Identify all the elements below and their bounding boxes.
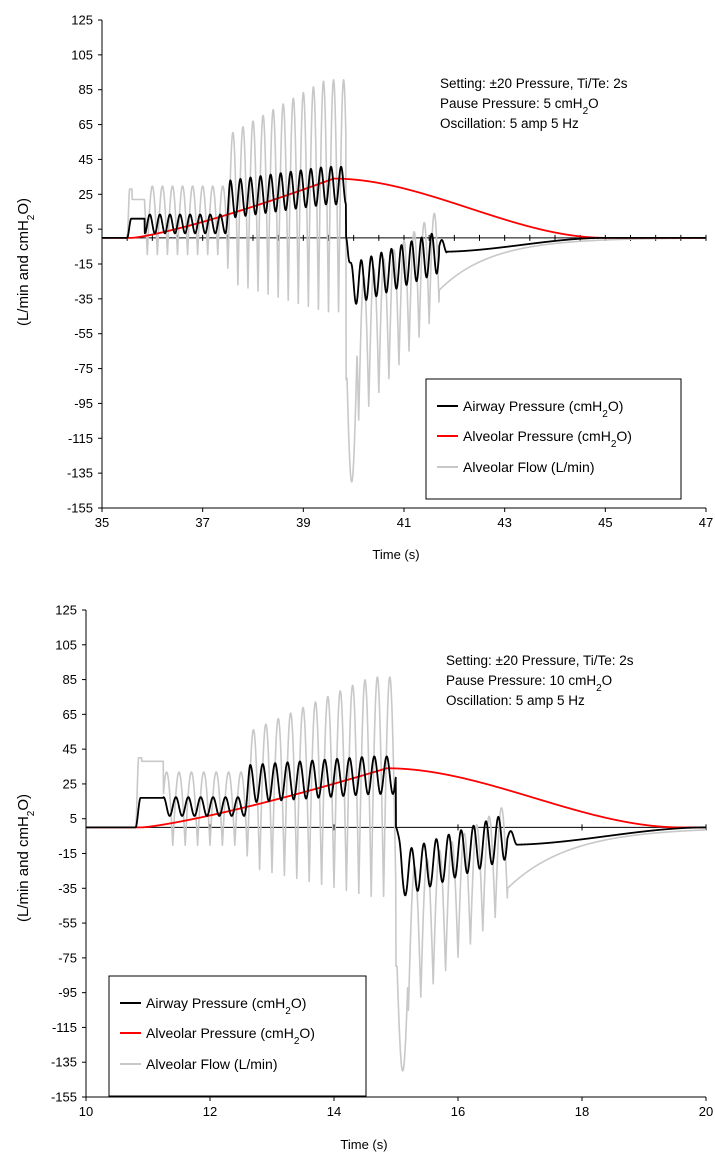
series-alveolar-flow bbox=[85, 676, 707, 1072]
svg-text:Setting: ±20 Pressure, Ti/Te:: Setting: ±20 Pressure, Ti/Te: 2s bbox=[446, 653, 634, 668]
x-tick-label: 16 bbox=[451, 1104, 465, 1119]
y-tick-label: -95 bbox=[58, 985, 77, 1000]
x-tick-label: 35 bbox=[95, 515, 109, 530]
y-tick-label: 105 bbox=[71, 47, 93, 62]
y-tick-label: -35 bbox=[74, 291, 93, 306]
y-tick-label: 25 bbox=[79, 187, 93, 202]
y-tick-label: -75 bbox=[74, 361, 93, 376]
svg-text:Oscillation: 5 amp 5 Hz: Oscillation: 5 amp 5 Hz bbox=[446, 693, 585, 708]
y-tick-label: 45 bbox=[63, 742, 77, 757]
y-tick-label: -135 bbox=[67, 466, 93, 481]
y-tick-label: -75 bbox=[58, 950, 77, 965]
series-alveolar-flow bbox=[101, 79, 707, 483]
y-tick-label: -155 bbox=[51, 1090, 77, 1105]
series-airway-pressure bbox=[101, 165, 707, 305]
x-axis-label: Time (s) bbox=[340, 1137, 387, 1152]
x-tick-label: 10 bbox=[79, 1104, 93, 1119]
y-tick-label: 5 bbox=[86, 222, 93, 237]
legend: Airway Pressure (cmH2O) Alveolar Pressur… bbox=[425, 378, 682, 500]
y-tick-label: -55 bbox=[58, 916, 77, 931]
legend-label-alveolar-pressure: Alveolar Pressure (cmH2O) bbox=[146, 1025, 315, 1047]
y-tick-label: 5 bbox=[70, 811, 77, 826]
legend-label-alveolar-flow: Alveolar Flow (L/min) bbox=[146, 1056, 277, 1072]
y-tick-label: -95 bbox=[74, 396, 93, 411]
x-tick-label: 39 bbox=[296, 515, 310, 530]
svg-text:Pause Pressure: 5 cmH2O: Pause Pressure: 5 cmH2O bbox=[440, 96, 599, 117]
y-tick-label: 45 bbox=[79, 152, 93, 167]
x-tick-label: 20 bbox=[699, 1104, 713, 1119]
chart-1: 125 105 85 65 45 25 5 -15 -35 -55 -75 -95 -115 -135 -1… bbox=[15, 13, 713, 563]
y-tick-label: 105 bbox=[55, 637, 77, 652]
y-tick-label: 65 bbox=[79, 117, 93, 132]
y-tick-label: -55 bbox=[74, 326, 93, 341]
legend-label-airway: Airway Pressure (cmH2O) bbox=[463, 398, 623, 420]
plot-area: 125 105 85 65 45 25 5 -15 -35 -55 -75 -95 -115 -135 -1… bbox=[51, 603, 713, 1120]
x-tick-label: 18 bbox=[575, 1104, 589, 1119]
legend-label-alveolar-flow: Alveolar Flow (L/min) bbox=[463, 459, 594, 475]
annotation: Setting: ±20 Pressure, Ti/Te: 2s Pause P… bbox=[446, 653, 634, 708]
annotation: Setting: ±20 Pressure, Ti/Te: 2s Pause P… bbox=[440, 76, 628, 131]
legend-label-airway: Airway Pressure (cmH2O) bbox=[146, 995, 306, 1017]
x-tick-label: 45 bbox=[598, 515, 612, 530]
y-tick-label: -155 bbox=[67, 501, 93, 516]
y-tick-label: -15 bbox=[74, 257, 93, 272]
plot-area: 125 105 85 65 45 25 5 -15 -35 -55 -75 -95 -115 -135 -1… bbox=[67, 13, 713, 531]
series-alveolar-pressure bbox=[85, 767, 707, 829]
legend: Airway Pressure (cmH2O) Alveolar Pressur… bbox=[108, 975, 367, 1097]
y-tick-label: -135 bbox=[51, 1055, 77, 1070]
x-tick-label: 37 bbox=[195, 515, 209, 530]
chart-2: 125 105 85 65 45 25 5 -15 -35 -55 -75 -95 -115 -135 -1… bbox=[15, 603, 713, 1152]
y-axis-label: (L/min and cmH2O) bbox=[15, 794, 37, 922]
x-tick-label: 47 bbox=[699, 515, 713, 530]
y-tick-label: 85 bbox=[63, 672, 77, 687]
y-tick-label: 85 bbox=[79, 82, 93, 97]
svg-text:Oscillation: 5 amp 5 Hz: Oscillation: 5 amp 5 Hz bbox=[440, 116, 579, 131]
y-tick-label: -115 bbox=[52, 1020, 77, 1035]
y-tick-label: 25 bbox=[63, 776, 77, 791]
y-tick-label: 125 bbox=[71, 13, 93, 28]
y-tick-label: -15 bbox=[58, 846, 77, 861]
series-airway-pressure bbox=[85, 755, 707, 897]
x-tick-label: 43 bbox=[497, 515, 511, 530]
y-axis-label: (L/min and cmH2O) bbox=[15, 198, 37, 326]
y-tick-label: -115 bbox=[68, 431, 93, 446]
svg-text:Setting: ±20 Pressure, Ti/Te:: Setting: ±20 Pressure, Ti/Te: 2s bbox=[440, 76, 628, 91]
y-tick-label: 125 bbox=[55, 603, 77, 618]
x-tick-label: 14 bbox=[327, 1104, 341, 1119]
x-tick-label: 41 bbox=[397, 515, 411, 530]
x-tick-label: 12 bbox=[203, 1104, 217, 1119]
svg-text:Pause Pressure: 10 cmH2O: Pause Pressure: 10 cmH2O bbox=[446, 673, 612, 694]
x-axis-label: Time (s) bbox=[372, 547, 419, 562]
legend-label-alveolar-pressure: Alveolar Pressure (cmH2O) bbox=[463, 428, 632, 450]
y-tick-label: -35 bbox=[58, 881, 77, 896]
y-tick-label: 65 bbox=[63, 707, 77, 722]
